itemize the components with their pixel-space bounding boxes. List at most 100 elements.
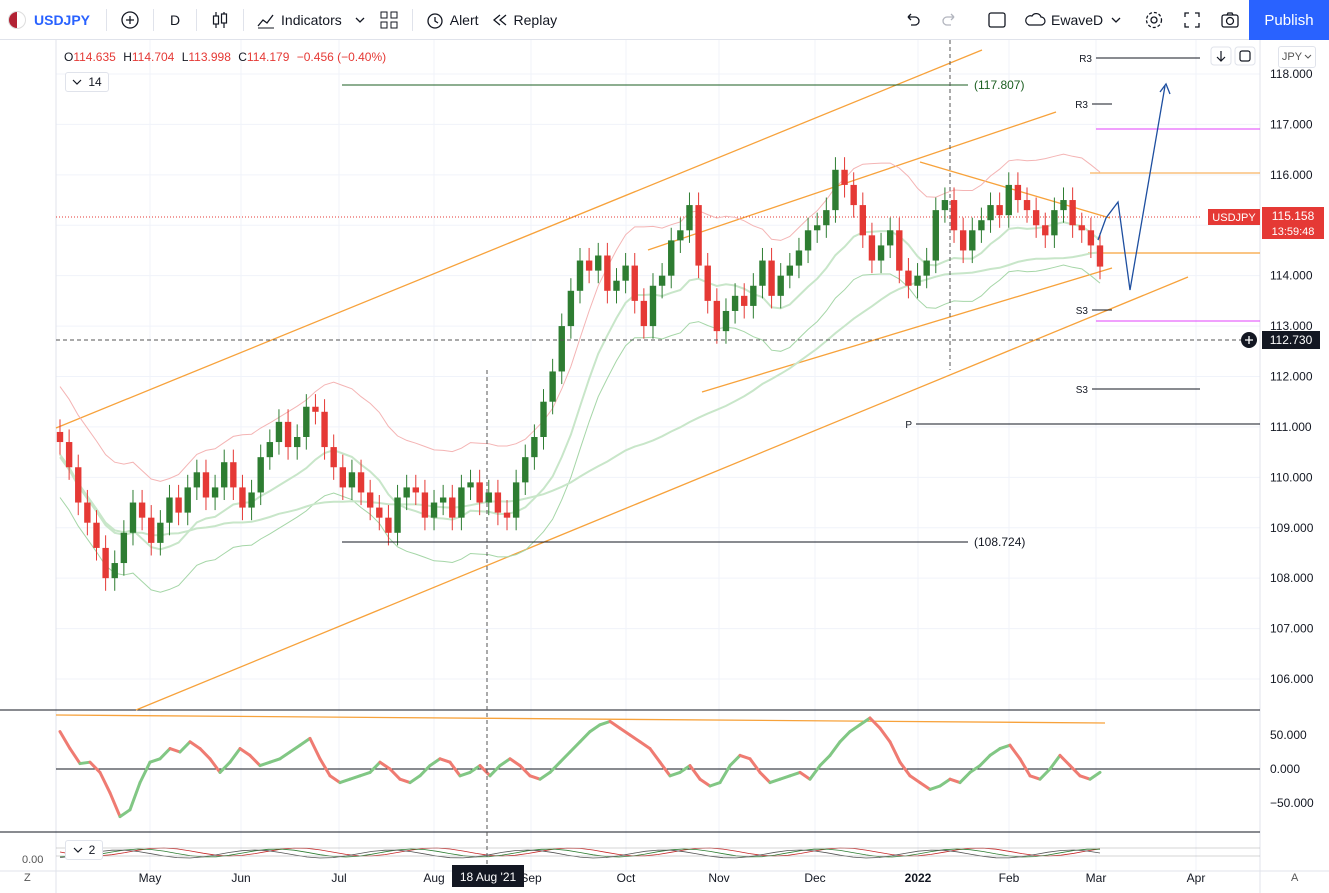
price-tick: 107.000	[1270, 622, 1314, 636]
oscillator-segment	[798, 770, 812, 781]
level-label: (117.807)	[974, 78, 1024, 92]
price-tick: 113.000	[1270, 319, 1313, 333]
candle-body	[886, 230, 894, 246]
candle-body	[604, 255, 611, 291]
oscillator-segment	[408, 774, 422, 785]
chevron-down-icon	[1111, 17, 1121, 23]
layouts-button[interactable]	[372, 0, 406, 40]
oscillator-segment	[308, 736, 322, 761]
candle-body	[613, 280, 620, 291]
oscillator-segment	[708, 781, 722, 788]
candle-body	[284, 421, 292, 448]
fullscreen-icon	[1184, 11, 1200, 28]
fullscreen-layout-button[interactable]	[980, 0, 1014, 40]
price-axis[interactable]: 118.000117.000116.000115.000114.000113.0…	[1270, 67, 1314, 686]
candle-body	[120, 532, 128, 564]
ohlc-legend: O114.635 H114.704 L113.998 C114.179 −0.4…	[64, 50, 390, 64]
oscillator-segment	[318, 757, 332, 778]
replay-button[interactable]: Replay	[485, 0, 564, 40]
candle-body	[768, 260, 775, 296]
osc-tick: 50.000	[1270, 728, 1307, 742]
chart-canvas[interactable]: (117.807) (108.724) R3 R3 S3 S3 P 50.000 0.000 −…	[0, 40, 1329, 893]
oscillator-segment	[938, 777, 952, 788]
oscillator-segment	[768, 777, 782, 785]
zoom-button[interactable]: Z	[24, 872, 31, 884]
oscillator-segment	[598, 719, 612, 727]
settings-button[interactable]	[1137, 0, 1171, 40]
candle-body	[850, 184, 857, 206]
high-value: H114.704	[123, 50, 174, 64]
add-symbol-button[interactable]	[113, 0, 147, 40]
oscillator-segment	[1058, 753, 1072, 768]
oscillator-segment	[648, 747, 662, 764]
layout-name-button[interactable]: EwaveD	[1023, 0, 1121, 40]
candle-body	[412, 487, 419, 493]
symbol-tag-bg	[1208, 209, 1260, 225]
top-toolbar: USDJPY D Indicators Alert Replay EwaveD …	[0, 0, 1329, 40]
symbol-search[interactable]: USDJPY	[0, 0, 90, 40]
candle-body	[102, 547, 109, 579]
candle-body	[248, 492, 255, 508]
indicators-button[interactable]: Indicators	[250, 0, 348, 40]
candle-body	[731, 295, 739, 311]
oscillator-segment	[178, 740, 192, 754]
snapshot-button[interactable]	[1213, 0, 1247, 40]
candle-body	[385, 517, 392, 533]
oscillator-segment	[658, 760, 672, 778]
indicators-icon	[257, 14, 275, 28]
oscillator-segment	[858, 716, 872, 727]
alert-button[interactable]: Alert	[419, 0, 485, 40]
candle-body	[841, 169, 848, 185]
candle-body	[403, 487, 410, 498]
sub-indicator-pane	[56, 847, 1260, 859]
oscillator-segment	[958, 770, 972, 785]
sub-pane-badge[interactable]: 2	[65, 840, 103, 860]
crosshair-date-tag: 18 Aug '21	[460, 870, 517, 884]
redo-button[interactable]	[933, 0, 967, 40]
candle-body	[750, 285, 757, 306]
price-tick: 118.000	[1270, 67, 1313, 81]
candle-body	[978, 220, 985, 231]
close-label: C	[238, 50, 247, 64]
oscillator-segment	[908, 774, 922, 785]
sub-pane-value: 0.00	[22, 854, 43, 866]
candle-body	[494, 492, 502, 513]
oscillator-segment	[448, 760, 462, 778]
auto-scale-button[interactable]: A	[1291, 872, 1298, 884]
candle-body	[84, 502, 91, 523]
candle-body	[832, 169, 839, 211]
undo-button[interactable]	[895, 0, 929, 40]
candle-body	[914, 275, 921, 286]
candle-body	[576, 260, 584, 291]
candle-body	[503, 512, 511, 518]
interval-label: D	[169, 11, 181, 28]
oscillator-segment	[948, 777, 962, 785]
oscillator-segment	[1028, 774, 1042, 781]
chevron-down-icon	[1304, 54, 1312, 59]
time-tick: Sep	[520, 871, 542, 885]
currency-button[interactable]: JPY	[1278, 46, 1316, 68]
candle-body	[558, 326, 565, 372]
close-value: C114.179	[238, 50, 289, 64]
time-axis[interactable]: May Jun Jul Aug Sep Oct Nov Dec 2022 Feb Mar Apr	[139, 871, 1206, 885]
oscillator-segment	[718, 764, 732, 785]
candle-body	[649, 285, 657, 327]
oscillator-segment	[828, 740, 842, 757]
low-value: L113.998	[182, 50, 231, 64]
oscillator-segment	[58, 730, 72, 751]
reset-scale-button[interactable]	[1234, 46, 1256, 66]
publish-button[interactable]: Publish	[1249, 0, 1329, 40]
chart-type-button[interactable]	[203, 0, 237, 40]
auto-label: A	[1291, 872, 1299, 884]
oscillator-segment	[1088, 770, 1102, 781]
redo-icon	[942, 13, 955, 26]
oscillator-segment	[528, 774, 542, 781]
indicators-dropdown[interactable]	[348, 0, 372, 40]
oscillator-segment	[368, 760, 382, 774]
fullscreen-button[interactable]	[1175, 0, 1209, 40]
interval-button[interactable]: D	[160, 0, 190, 40]
oscillator-segment	[508, 757, 522, 768]
osc-tick: −50.000	[1270, 796, 1314, 810]
period-badge[interactable]: 14	[65, 72, 109, 92]
candle-body	[266, 442, 274, 458]
